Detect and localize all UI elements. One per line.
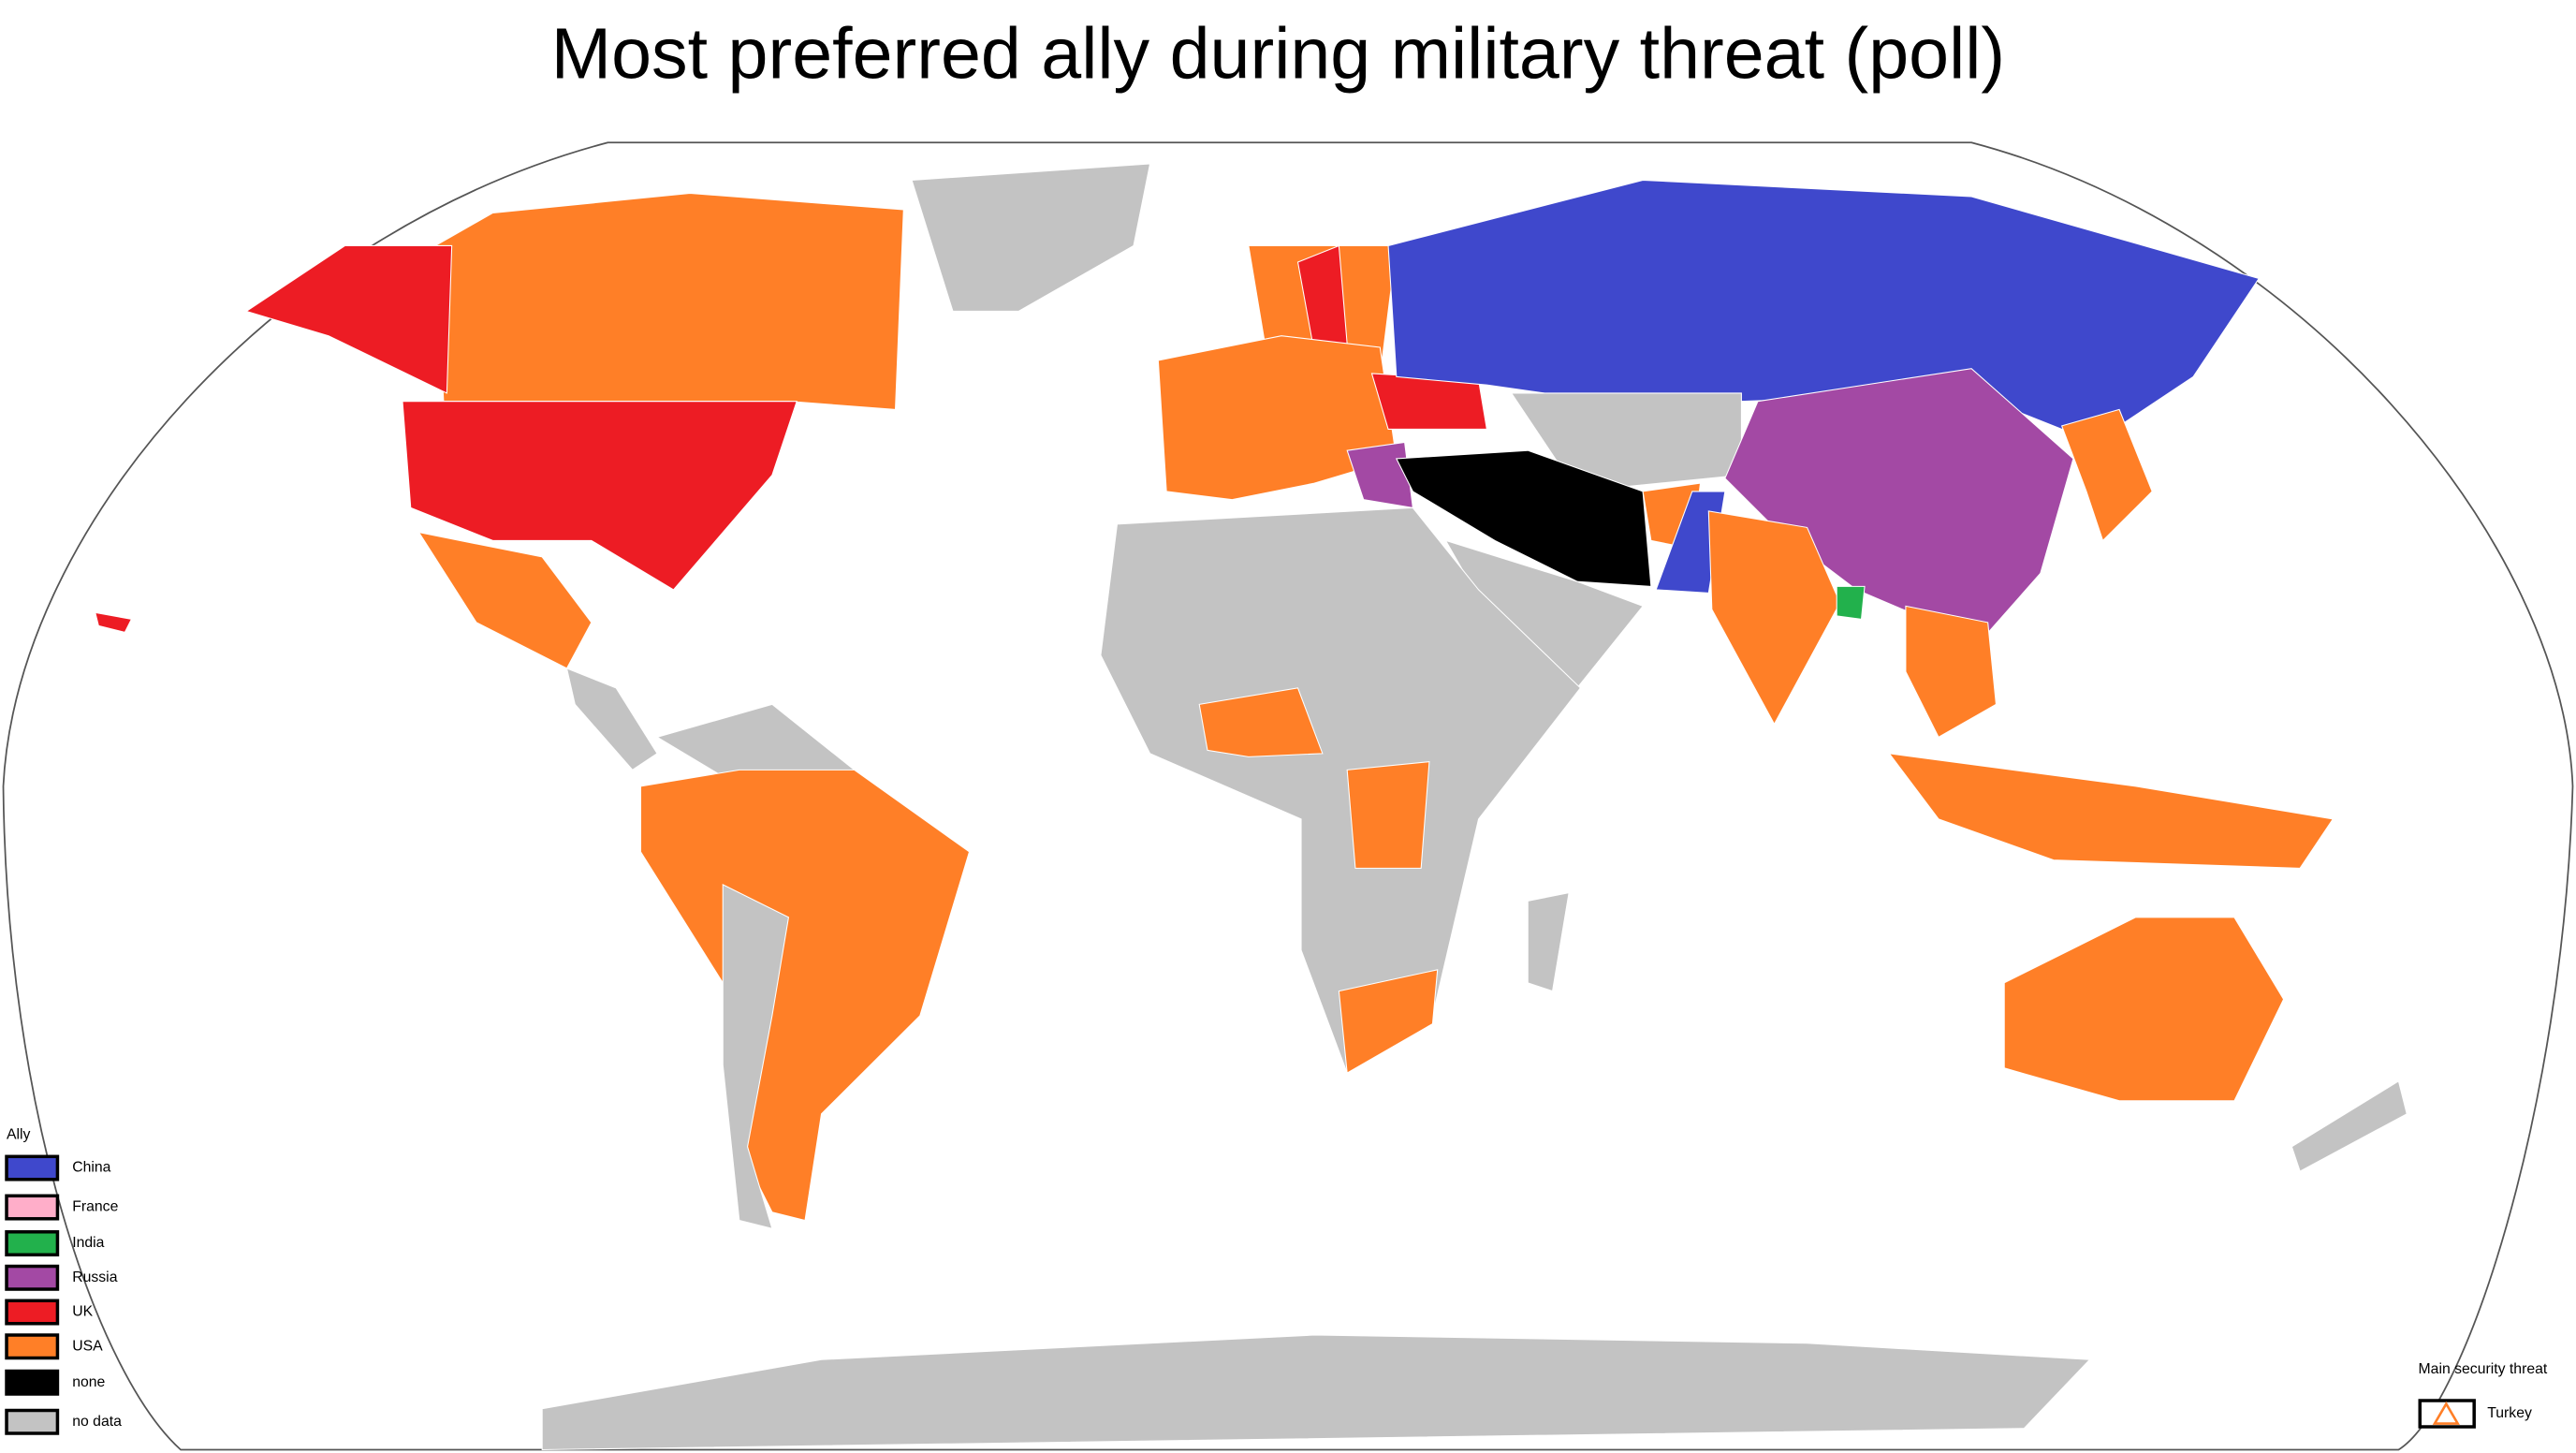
hawaii xyxy=(95,611,133,634)
turkey-iran xyxy=(1396,449,1652,587)
india xyxy=(1707,510,1841,726)
southeast-asia xyxy=(1905,605,1998,739)
central-america xyxy=(565,668,658,771)
legend-title: Ally xyxy=(7,1127,31,1143)
russia xyxy=(1387,179,2261,444)
threat-symbol xyxy=(2432,1401,2460,1425)
legend-swatch xyxy=(5,1154,60,1181)
legend-swatch xyxy=(5,1333,60,1360)
legend-label: India xyxy=(72,1235,104,1251)
south-africa xyxy=(1338,969,1439,1074)
legend-swatch xyxy=(5,1369,60,1396)
legend-swatch xyxy=(5,1230,60,1257)
usa xyxy=(402,401,798,591)
bangladesh xyxy=(1836,585,1866,620)
threat-legend-title: Main security threat xyxy=(2419,1361,2548,1377)
canada xyxy=(434,192,904,410)
legend-label: France xyxy=(72,1199,118,1215)
japan-korea xyxy=(2060,408,2153,542)
mexico xyxy=(417,531,593,669)
new-zealand xyxy=(2291,1079,2408,1172)
threat-label: Turkey xyxy=(2487,1405,2532,1421)
legend-label: USA xyxy=(72,1338,103,1354)
countries xyxy=(95,163,2408,1451)
legend-swatch xyxy=(5,1408,60,1435)
south-america xyxy=(639,769,971,1222)
title: Most preferred ally during military thre… xyxy=(551,13,2005,94)
legend-swatch xyxy=(5,1194,60,1221)
west-africa xyxy=(1198,687,1324,757)
legend-label: China xyxy=(72,1160,110,1176)
madagascar xyxy=(1527,891,1570,992)
legend: China France India Russia UK USA none no data xyxy=(5,1154,122,1435)
map-frame xyxy=(2,141,2574,1451)
legend-label: Russia xyxy=(72,1270,117,1285)
pakistan xyxy=(1655,491,1726,594)
legend-label: UK xyxy=(72,1304,93,1320)
antarctica xyxy=(541,1334,2091,1451)
congo xyxy=(1346,761,1430,869)
legend-swatch xyxy=(5,1264,60,1291)
legend-label: no data xyxy=(72,1414,122,1430)
legend-label: none xyxy=(72,1374,105,1390)
chile-bolivia xyxy=(722,883,790,1230)
alaska xyxy=(245,244,453,394)
australia xyxy=(2003,917,2285,1102)
balkans xyxy=(1346,441,1413,509)
greenland xyxy=(911,163,1151,312)
indonesia xyxy=(1888,753,2334,869)
legend-swatch xyxy=(5,1299,60,1326)
